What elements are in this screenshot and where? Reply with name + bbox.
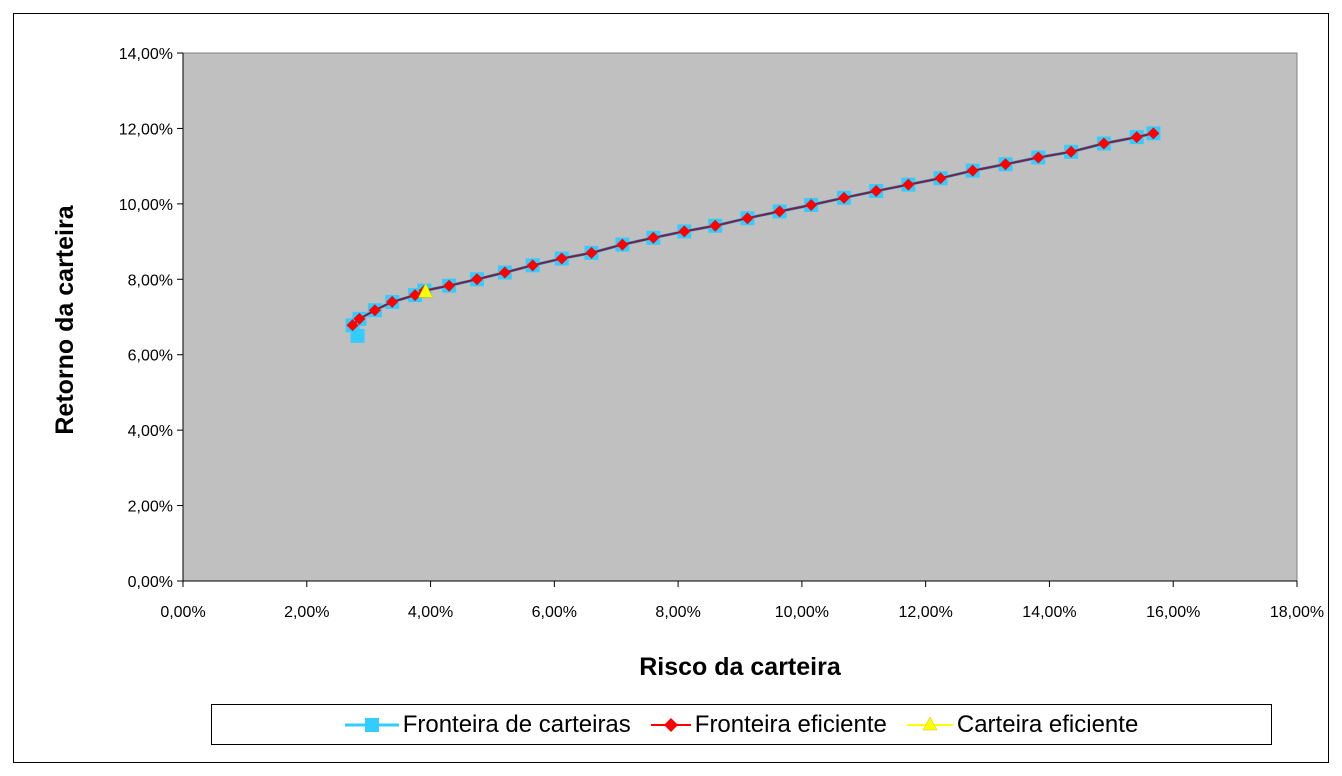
data-point xyxy=(498,266,511,279)
data-point xyxy=(418,282,434,298)
data-point xyxy=(443,279,456,292)
data-point xyxy=(1032,151,1045,164)
legend-key-diamond-icon xyxy=(650,717,691,732)
x-tick-label: 16,00% xyxy=(1146,604,1200,621)
legend-label: Fronteira de carteiras xyxy=(402,710,631,738)
data-point xyxy=(902,178,915,191)
data-point xyxy=(678,225,691,238)
data-point xyxy=(1065,145,1078,158)
legend-label: Fronteira eficiente xyxy=(694,710,887,738)
legend-key-triangle-icon xyxy=(906,715,953,730)
data-point xyxy=(709,219,722,232)
data-point xyxy=(934,172,947,185)
data-point xyxy=(837,191,850,204)
data-point xyxy=(966,164,979,177)
data-point xyxy=(555,252,568,265)
data-point xyxy=(353,312,366,325)
y-tick-label: 8,00% xyxy=(128,272,173,289)
data-point xyxy=(470,273,483,286)
x-tick-label: 0,00% xyxy=(160,604,205,621)
legend-label: Carteira eficiente xyxy=(956,710,1139,738)
data-point xyxy=(346,319,359,332)
y-axis-title: Retorno da carteira xyxy=(51,204,79,434)
x-tick-label: 2,00% xyxy=(284,604,329,621)
data-point xyxy=(999,158,1012,171)
data-point xyxy=(1130,131,1143,144)
y-tick-label: 2,00% xyxy=(128,499,173,516)
data-point xyxy=(647,231,660,244)
legend-key-square-icon xyxy=(344,717,399,732)
series-3 xyxy=(418,282,434,298)
y-tick-label: 12,00% xyxy=(119,121,173,138)
x-tick-label: 12,00% xyxy=(899,604,953,621)
data-point xyxy=(409,289,422,302)
series-layer xyxy=(345,126,1161,343)
y-tick-label: 14,00% xyxy=(119,46,173,63)
data-point xyxy=(870,185,883,198)
x-axis-title: Risco da carteira xyxy=(639,653,842,681)
legend-item-fronteira-eficiente: Fronteira eficiente xyxy=(650,710,887,739)
x-tick-label: 18,00% xyxy=(1270,604,1324,621)
x-tick-label: 10,00% xyxy=(775,604,829,621)
data-point xyxy=(368,304,381,317)
axes xyxy=(177,52,1298,587)
data-point xyxy=(741,212,754,225)
legend-item-carteira-eficiente: Carteira eficiente xyxy=(906,710,1139,739)
tick-labels: 0,00% 2,00% 4,00% 6,00% 8,00% 10,00% 12,00% 14,… xyxy=(119,46,1324,621)
y-tick-label: 0,00% xyxy=(128,574,173,591)
legend: Fronteira de carteiras Fronteira eficien… xyxy=(211,704,1272,745)
data-point xyxy=(1147,127,1160,140)
y-tick-label: 4,00% xyxy=(128,423,173,440)
data-point xyxy=(350,328,365,343)
legend-item-fronteira-de-carteiras: Fronteira de carteiras xyxy=(344,710,631,739)
x-tick-label: 8,00% xyxy=(655,604,700,621)
data-point xyxy=(805,198,818,211)
data-point xyxy=(773,205,786,218)
y-tick-label: 10,00% xyxy=(119,197,173,214)
x-tick-label: 14,00% xyxy=(1022,604,1076,621)
data-point xyxy=(526,259,539,272)
y-tick-label: 6,00% xyxy=(128,348,173,365)
x-tick-label: 6,00% xyxy=(532,604,577,621)
x-tick-label: 4,00% xyxy=(408,604,453,621)
data-point xyxy=(1097,137,1110,150)
data-point xyxy=(386,295,399,308)
data-point xyxy=(616,238,629,251)
data-point xyxy=(585,246,598,259)
